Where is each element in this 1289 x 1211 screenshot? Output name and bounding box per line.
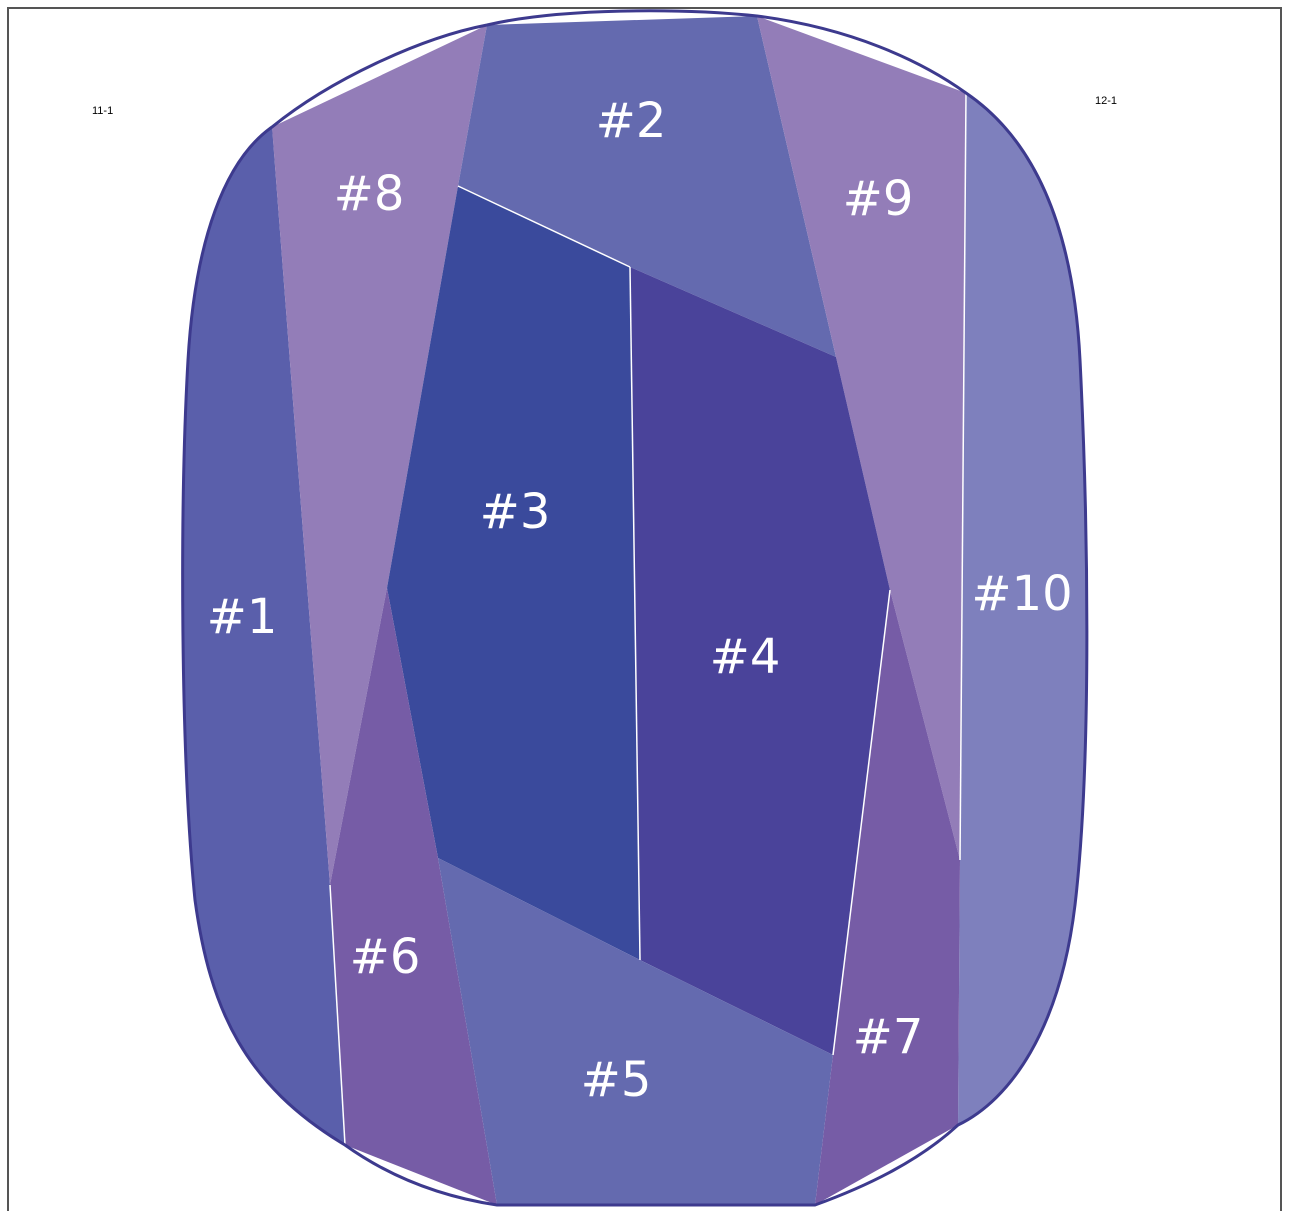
piece-10 [958,60,1087,1200]
piece-1-fill [182,100,345,1180]
piece-7 [815,590,960,1205]
piece-8 [272,25,487,885]
seams [329,92,967,1146]
piece-label-7: #7 [853,1009,924,1065]
piece-label-6: #6 [350,929,421,985]
corner-label-top-left: 11-1 [92,105,113,117]
piece-9 [757,16,966,860]
piece-label-3: #3 [480,484,551,540]
piece-label-8: #8 [334,166,405,222]
piece-2 [458,16,836,357]
piece-label-9: #9 [843,171,914,227]
piece-5 [438,858,833,1205]
gem-pieces [182,16,1087,1205]
piece-3 [387,186,640,960]
piece-label-10: #10 [971,566,1072,622]
piece-label-2: #2 [596,93,667,149]
piece-label-5: #5 [581,1052,652,1108]
piece-label-4: #4 [710,629,781,685]
piece-label-1: #1 [207,589,278,645]
piece-4 [630,267,890,1055]
corner-label-top-right: 12-1 [1095,95,1117,107]
piece-6 [330,588,497,1205]
